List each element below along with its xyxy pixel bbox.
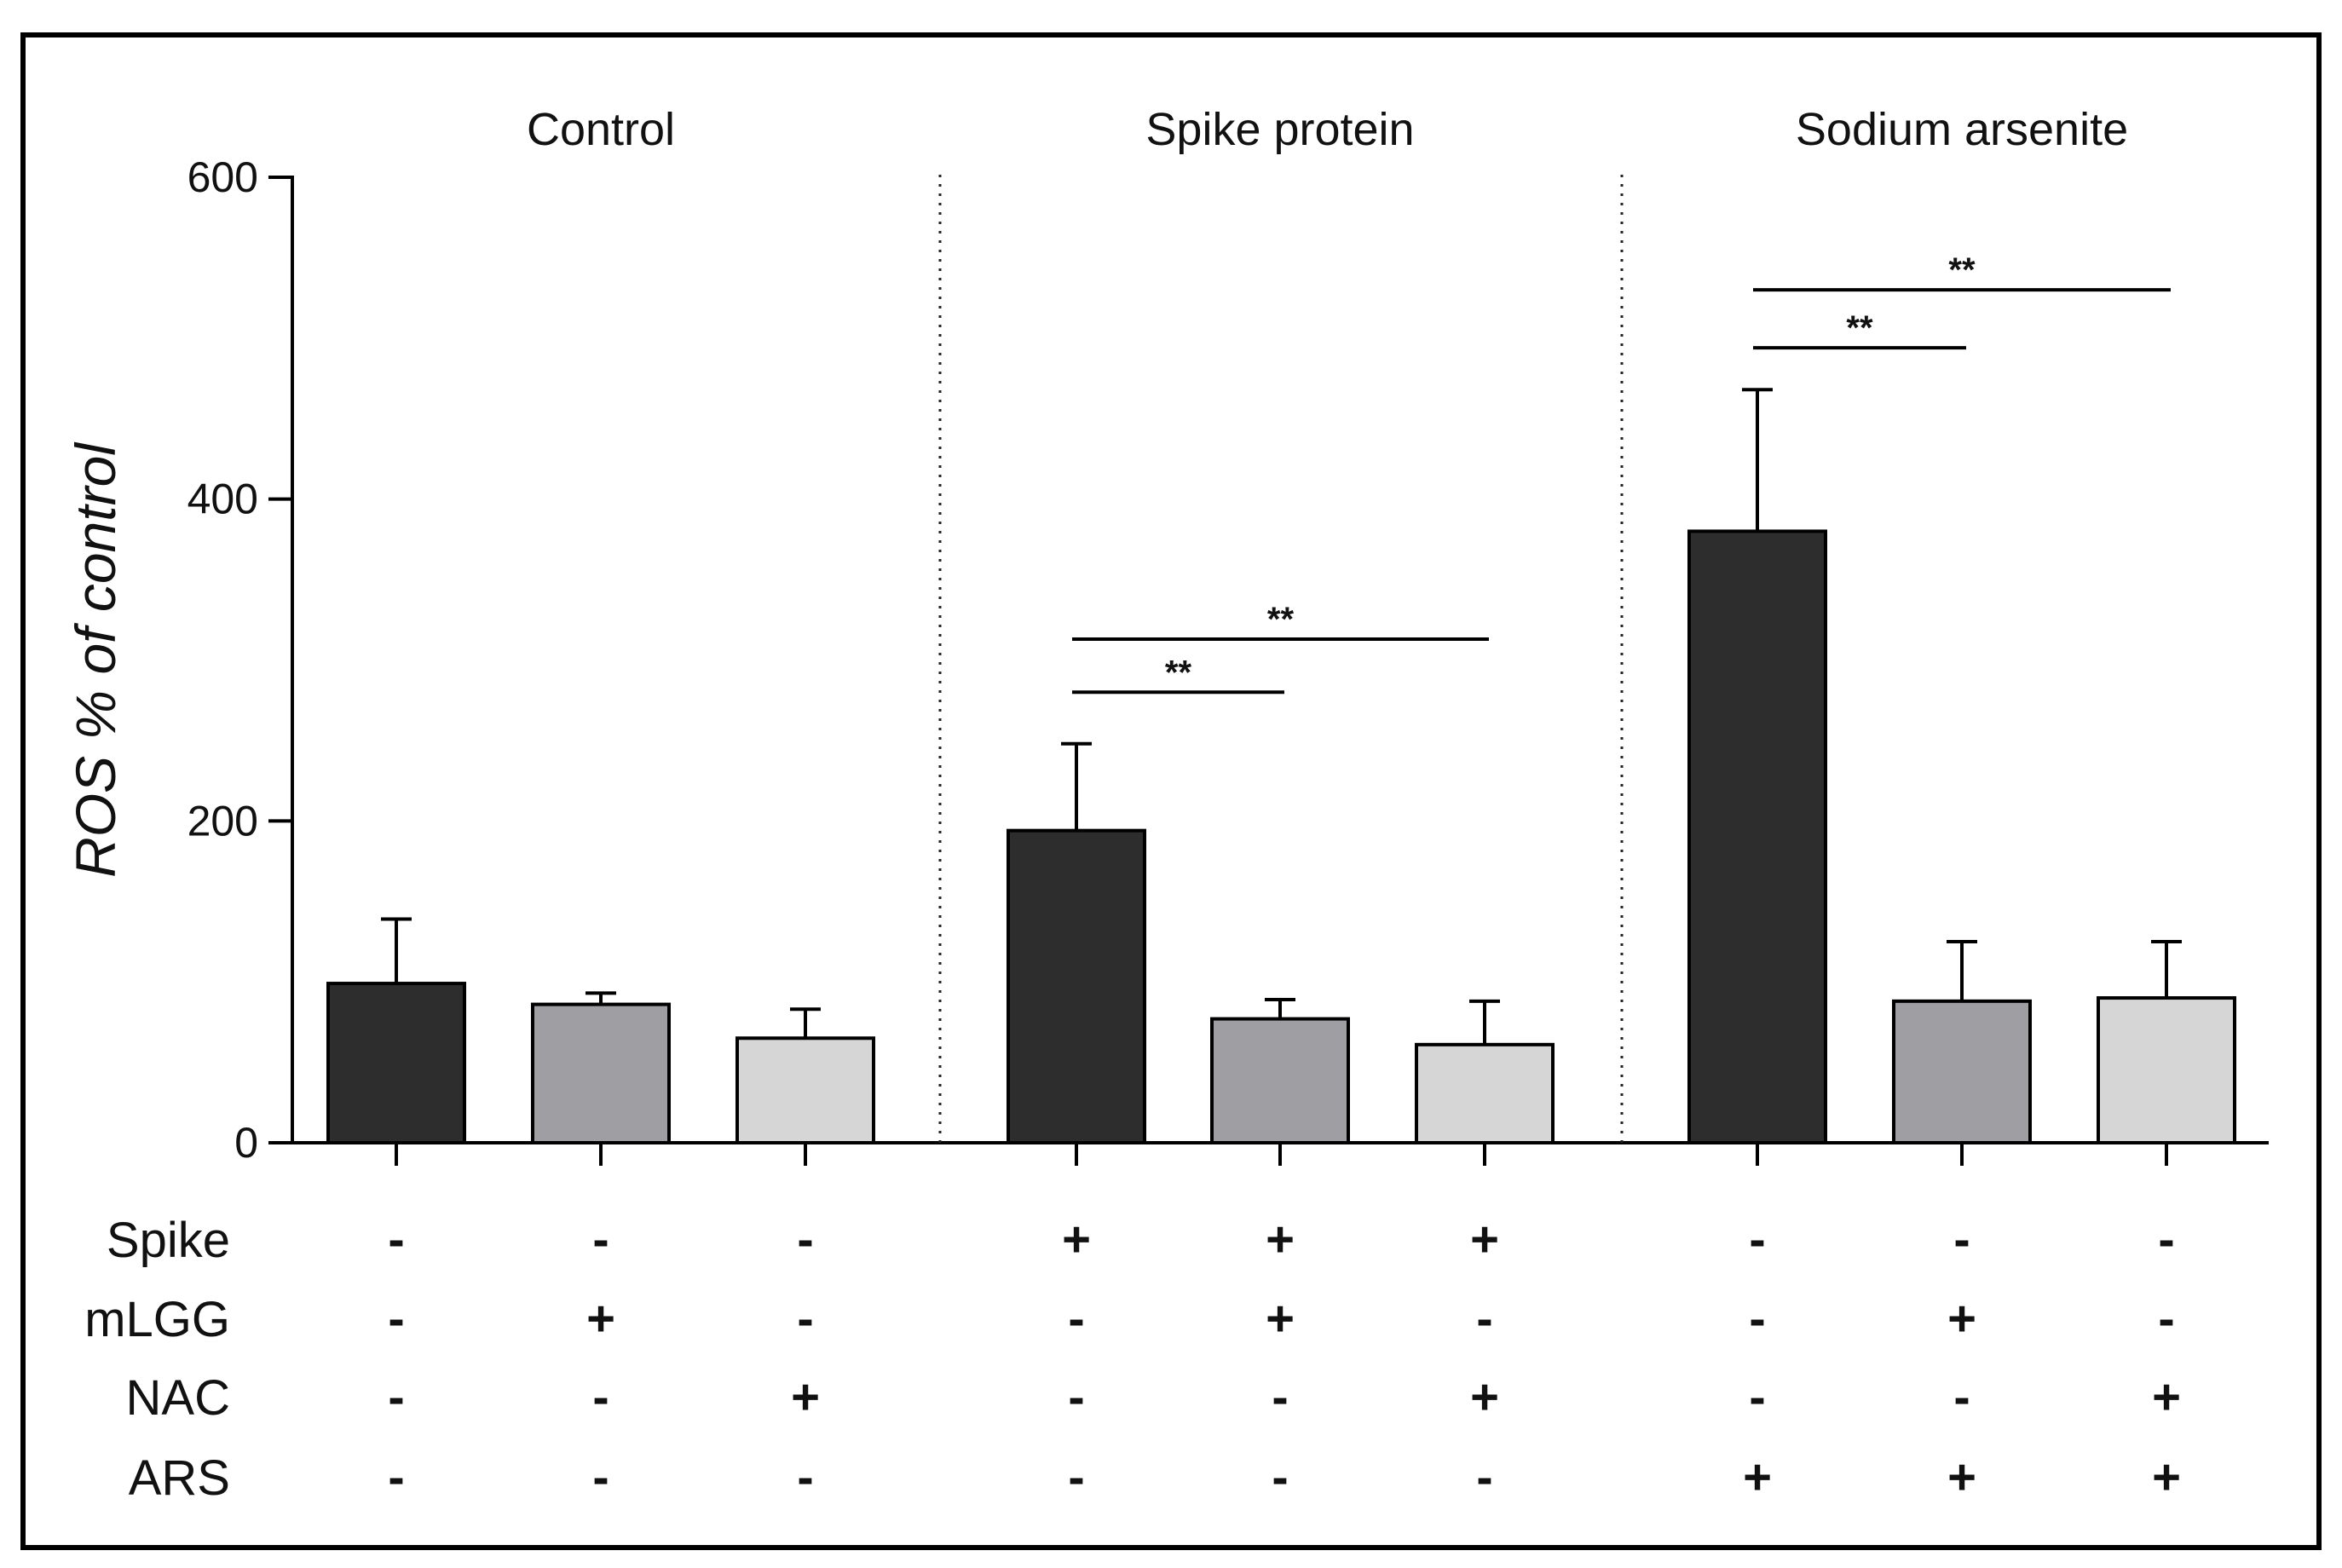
- treatment-row-label: NAC: [126, 1370, 230, 1426]
- bar: [1687, 529, 1827, 1144]
- treatment-minus: -: [797, 1291, 813, 1346]
- treatment-minus: -: [1749, 1291, 1765, 1346]
- treatment-minus: -: [388, 1369, 404, 1425]
- treatment-minus: -: [388, 1291, 404, 1346]
- treatment-minus: -: [1476, 1450, 1492, 1505]
- treatment-plus: +: [1266, 1291, 1295, 1346]
- bar-group: [1007, 741, 1146, 1144]
- treatment-row-label: ARS: [129, 1450, 230, 1506]
- treatment-minus: -: [1953, 1369, 1970, 1425]
- group-title: Sodium arsenite: [1796, 104, 2128, 155]
- treatment-minus: -: [1749, 1212, 1765, 1267]
- bar: [1892, 999, 2032, 1144]
- treatment-minus: -: [1953, 1212, 1970, 1267]
- bar-group: [1687, 388, 1827, 1144]
- treatment-minus: -: [592, 1450, 609, 1505]
- bar: [326, 982, 466, 1145]
- bar: [1007, 828, 1146, 1144]
- treatment-minus: -: [1068, 1291, 1084, 1346]
- bar-group: [326, 917, 466, 1145]
- treatment-minus: -: [1068, 1369, 1084, 1425]
- group-title: Spike protein: [1145, 104, 1414, 155]
- bar-group: [1210, 997, 1350, 1145]
- treatment-minus: -: [2158, 1212, 2174, 1267]
- treatment-plus: +: [1743, 1450, 1772, 1505]
- significance-label: **: [1267, 601, 1295, 638]
- bar-group: [735, 1007, 875, 1144]
- y-tick-label: 0: [234, 1119, 258, 1167]
- treatment-plus: +: [1470, 1369, 1499, 1425]
- treatment-minus: -: [1476, 1291, 1492, 1346]
- treatment-plus: +: [1266, 1212, 1295, 1267]
- bar: [1210, 1017, 1350, 1145]
- treatment-plus: +: [2152, 1369, 2181, 1425]
- treatment-minus: -: [1068, 1450, 1084, 1505]
- treatment-minus: -: [388, 1450, 404, 1505]
- bar-group: [2097, 939, 2236, 1145]
- y-tick-label: 600: [187, 153, 258, 201]
- treatment-minus: -: [592, 1212, 609, 1267]
- treatment-minus: -: [2158, 1291, 2174, 1346]
- treatment-plus: +: [586, 1291, 615, 1346]
- significance-label: **: [1165, 654, 1192, 691]
- treatment-minus: -: [388, 1212, 404, 1267]
- y-axis-label: ROS % of control: [64, 441, 127, 878]
- figure-frame: [20, 32, 2322, 1550]
- bar-group: [531, 991, 671, 1145]
- treatment-row-label: mLGG: [84, 1292, 230, 1347]
- bar: [1415, 1042, 1555, 1144]
- treatment-minus: -: [797, 1450, 813, 1505]
- treatment-plus: +: [1947, 1291, 1976, 1346]
- treatment-minus: -: [1272, 1369, 1288, 1425]
- treatment-plus: +: [791, 1369, 820, 1425]
- treatment-plus: +: [1470, 1212, 1499, 1267]
- bar: [531, 1002, 671, 1145]
- treatment-minus: -: [797, 1212, 813, 1267]
- bar-group: [1892, 939, 2032, 1144]
- treatment-minus: -: [1749, 1369, 1765, 1425]
- treatment-plus: +: [2152, 1450, 2181, 1505]
- treatment-plus: +: [1062, 1212, 1091, 1267]
- treatment-minus: -: [592, 1369, 609, 1425]
- y-tick-label: 400: [187, 476, 258, 523]
- y-tick-label: 200: [187, 797, 258, 845]
- significance-label: **: [1846, 309, 1873, 347]
- treatment-row-label: Spike: [107, 1213, 230, 1268]
- bar: [2097, 996, 2236, 1145]
- significance-label: **: [1948, 251, 1976, 289]
- treatment-plus: +: [1947, 1450, 1976, 1505]
- bar: [735, 1036, 875, 1144]
- group-title: Control: [527, 104, 675, 155]
- treatment-minus: -: [1272, 1450, 1288, 1505]
